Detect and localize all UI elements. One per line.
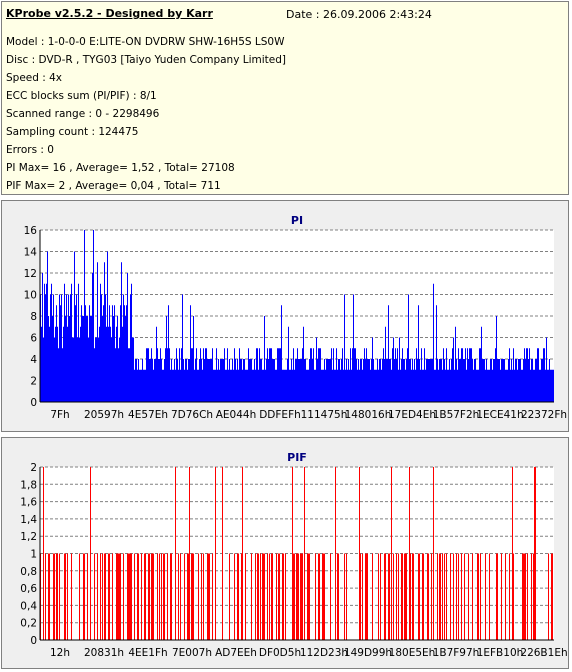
y-tick-label: 8 [30, 311, 37, 323]
x-tick-label: 148016h [345, 409, 392, 421]
ecc-line: ECC blocks sum (PI/PIF) : 8/1 [6, 90, 157, 102]
sampling-line: Sampling count : 124475 [6, 126, 139, 138]
chart-title: PI [291, 214, 303, 227]
x-tick-label: 4E57Eh [128, 409, 168, 421]
x-tick-label: 1EFB10h [477, 647, 524, 659]
x-tick-label: 112D23h [300, 647, 348, 659]
pif-summary-line: PIF Max= 2 , Average= 0,04 , Total= 711 [6, 180, 221, 192]
y-tick-label: 2 [30, 376, 37, 388]
pi-chart: PI 0 2 4 6 8 10 12 14 16 7Fh 20597h 4E57Eh 7D76Ch AE04… [24, 214, 567, 421]
pi-summary-line: PI Max= 16 , Average= 1,52 , Total= 2710… [6, 162, 235, 174]
y-tick-label: 1,6 [20, 497, 37, 509]
x-tick-label: 4EE1Fh [128, 647, 167, 659]
app-title: KProbe v2.5.2 - Designed by Karr [6, 7, 213, 20]
y-tick-label: 0 [30, 635, 37, 647]
bars [40, 467, 553, 640]
errors-line: Errors : 0 [6, 144, 54, 156]
speed-line: Speed : 4x [6, 72, 63, 84]
info-panel: KProbe v2.5.2 - Designed by Karr Date : … [1, 1, 569, 195]
y-tick-label: 6 [30, 333, 37, 345]
x-tick-label: AD7EEh [215, 647, 257, 659]
x-tick-label: 7Fh [50, 409, 69, 421]
x-tick-label: 20597h [84, 409, 124, 421]
range-line: Scanned range : 0 - 2298496 [6, 108, 160, 120]
x-tick-label: 7D76Ch [171, 409, 213, 421]
x-tick-label: 12h [50, 647, 70, 659]
y-tick-label: 0,6 [20, 583, 37, 595]
x-tick-label: 7E007h [172, 647, 212, 659]
x-tick-label: AE044h [216, 409, 257, 421]
y-tick-label: 1,4 [20, 514, 37, 526]
y-tick-label: 12 [24, 268, 37, 280]
y-tick-label: 0,8 [20, 566, 37, 578]
bars [40, 230, 554, 402]
pif-chart-panel: PIF 0 0,2 0,4 0,6 0,8 1 1,2 1,4 1,6 1,8 2 12h 20831h 4… [1, 437, 569, 669]
y-tick-label: 1,8 [20, 479, 37, 491]
pi-chart-panel: PI 0 2 4 6 8 10 12 14 16 7Fh 20597h 4E57Eh 7D76Ch AE04… [1, 200, 569, 432]
x-tick-label: 20831h [84, 647, 124, 659]
disc-line: Disc : DVD-R , TYG03 [Taiyo Yuden Compan… [6, 54, 287, 66]
y-tick-label: 10 [24, 290, 37, 302]
x-tick-label: 149D99h [344, 647, 392, 659]
y-tick-label: 1,2 [20, 531, 37, 543]
x-tick-label: 17ED4Eh [388, 409, 436, 421]
x-tick-label: 1ECE41h [476, 409, 523, 421]
scan-date: Date : 26.09.2006 2:43:24 [286, 8, 432, 21]
y-tick-label: 0,4 [20, 600, 37, 612]
chart-title: PIF [287, 451, 307, 464]
x-tick-label: 226B1Eh [520, 647, 567, 659]
model-line: Model : 1-0-0-0 E:LITE-ON DVDRW SHW-16H5… [6, 36, 285, 48]
y-tick-label: 14 [24, 247, 38, 259]
y-tick-label: 2 [30, 462, 37, 474]
y-tick-label: 4 [30, 354, 37, 366]
x-tick-label: 111475h [301, 409, 348, 421]
x-tick-label: DDFEFh [259, 409, 301, 421]
y-tick-label: 1 [30, 549, 37, 561]
x-tick-label: 1B7F97h [433, 647, 480, 659]
x-tick-label: 180E5Eh [389, 647, 436, 659]
y-tick-label: 0,2 [20, 618, 37, 630]
x-tick-label: DF0D5h [259, 647, 301, 659]
x-tick-label: 1B57F2h [433, 409, 480, 421]
y-tick-label: 0 [30, 397, 37, 409]
y-tick-label: 16 [24, 225, 38, 237]
x-tick-label: 22372Fh [521, 409, 567, 421]
pif-chart: PIF 0 0,2 0,4 0,6 0,8 1 1,2 1,4 1,6 1,8 2 12h 20831h 4… [20, 451, 567, 659]
